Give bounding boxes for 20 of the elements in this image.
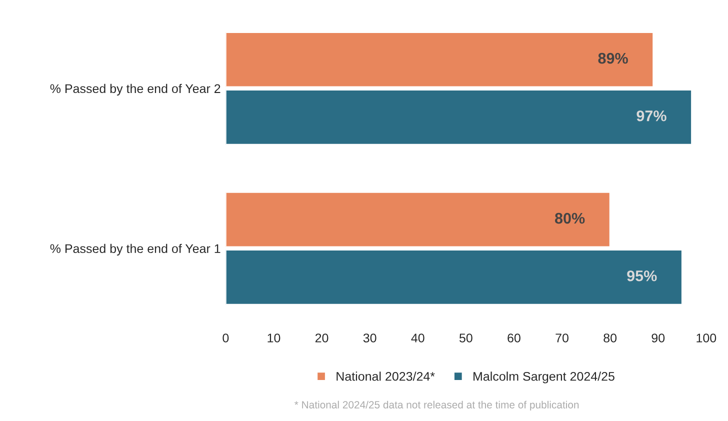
y-tick-label: % Passed by the end of Year 1 — [50, 244, 220, 256]
x-tick-label: 0 — [222, 334, 229, 342]
x-tick-label: 90 — [652, 334, 665, 342]
x-tick-label: 80 — [604, 334, 617, 342]
x-tick-label: 40 — [411, 334, 424, 342]
data-label: 89% — [598, 52, 628, 64]
x-tick-label: 60 — [508, 334, 520, 342]
x-tick-label: 30 — [363, 334, 376, 342]
legend-label: National 2023/24* — [336, 372, 435, 381]
x-tick-label: 100 — [696, 334, 716, 342]
data-label: 95% — [627, 270, 657, 282]
y-tick-label: % Passed by the end of Year 2 — [50, 84, 220, 96]
text: * National 2024/25 data not released at the time of publication — [294, 400, 579, 411]
x-tick-label: 70 — [556, 334, 568, 342]
x-tick-label: 10 — [268, 334, 280, 342]
data-label: 80% — [554, 212, 585, 224]
data-label: 97% — [636, 110, 666, 122]
x-tick-label: 20 — [315, 334, 328, 342]
legend-label: Malcolm Sargent 2024/25 — [474, 372, 614, 384]
x-tick-label: 50 — [459, 334, 472, 342]
